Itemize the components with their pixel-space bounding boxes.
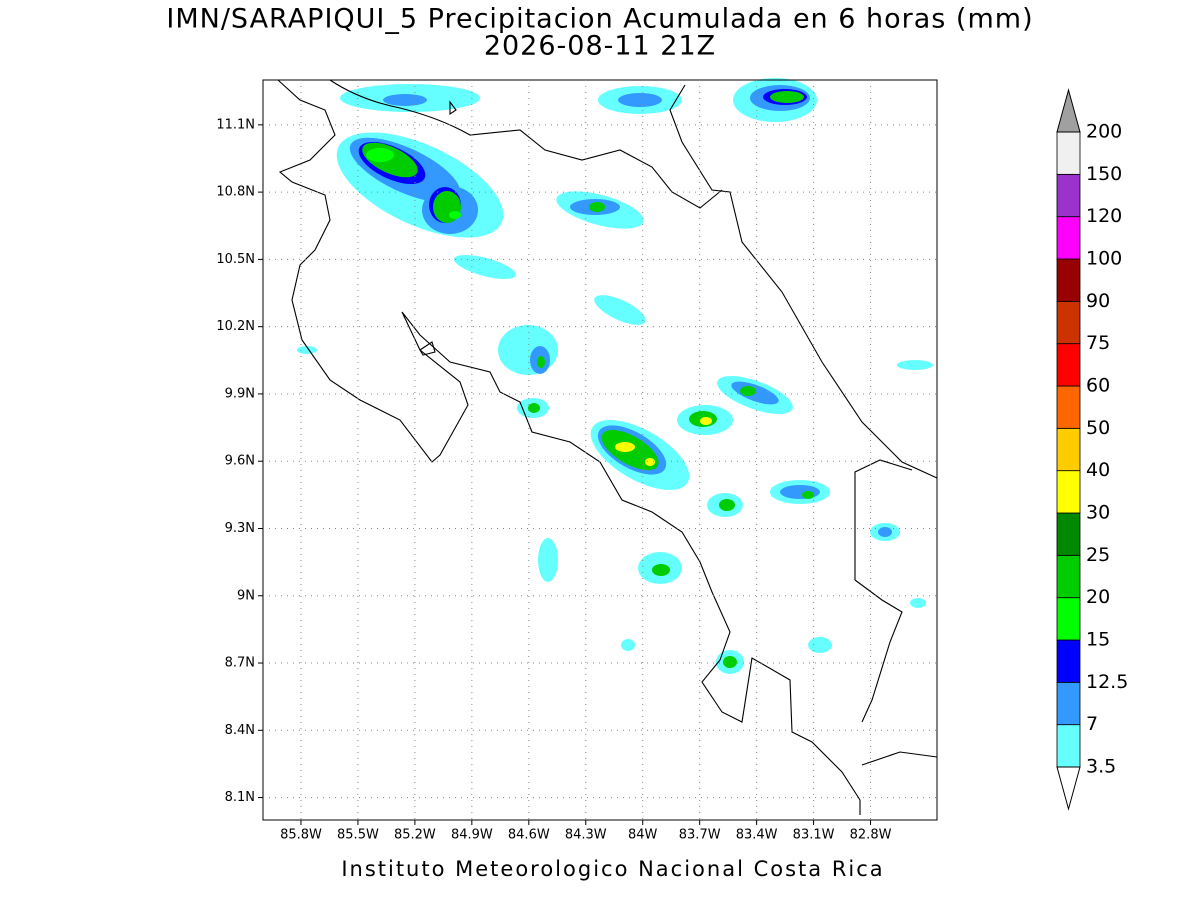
colorbar-label: 20: [1086, 586, 1110, 608]
colorbar-box: [1056, 173, 1081, 218]
colorbar-label: 100: [1086, 248, 1122, 270]
colorbar-box: [1056, 512, 1081, 556]
y-tick-label: 9.3N: [225, 521, 255, 536]
colorbar-box: [1056, 724, 1081, 768]
x-tick-label: 84W: [628, 828, 658, 843]
colorbar-box: [1056, 385, 1081, 429]
colorbar-label: 3.5: [1086, 756, 1116, 778]
y-tick-label: 8.7N: [225, 656, 255, 671]
x-tick-label: 85.2W: [394, 828, 436, 843]
y-tick-label: 8.1N: [225, 790, 255, 805]
colorbar-box: [1056, 343, 1081, 387]
colorbar-label: 15: [1086, 629, 1110, 651]
x-tick-label: 84.6W: [508, 828, 550, 843]
chart-subtitle: 2026-08-11 21Z: [484, 31, 716, 62]
colorbar-box: [1056, 300, 1081, 345]
y-tick-label: 11.1N: [216, 117, 255, 132]
y-tick-label: 10.2N: [216, 319, 255, 334]
colorbar-box: [1056, 554, 1081, 599]
x-tick-label: 85.8W: [280, 828, 322, 843]
x-tick-label: 84.3W: [565, 828, 607, 843]
x-tick-label: 85.5W: [337, 828, 379, 843]
colorbar-box: [1056, 639, 1081, 683]
colorbar-over: [1056, 88, 1081, 133]
y-tick-label: 9N: [237, 588, 255, 603]
y-tick-label: 8.4N: [225, 723, 255, 738]
colorbar-box: [1056, 470, 1081, 514]
y-tick-label: 10.5N: [216, 252, 255, 267]
colorbar-label: 7: [1086, 713, 1098, 735]
x-tick-label: 83.1W: [793, 828, 835, 843]
colorbar-label: 12.5: [1086, 671, 1128, 693]
precipitation: [297, 78, 933, 674]
y-tick-label: 10.8N: [216, 185, 255, 200]
colorbar-label: 30: [1086, 502, 1110, 524]
colorbar-label: 200: [1086, 121, 1122, 143]
x-tick-label: 84.9W: [451, 828, 493, 843]
colorbar-box: [1056, 427, 1081, 472]
colorbar-label: 50: [1086, 417, 1110, 439]
y-tick-label: 9.6N: [225, 454, 255, 469]
colorbar-label: 40: [1086, 459, 1110, 481]
x-tick-label: 83.4W: [736, 828, 778, 843]
colorbar-box: [1056, 258, 1081, 302]
colorbar-label: 120: [1086, 205, 1122, 227]
y-tick-label: 9.9N: [225, 386, 255, 401]
colorbar-box: [1056, 216, 1081, 260]
coastline: [277, 79, 938, 815]
colorbar-label: 150: [1086, 163, 1122, 185]
map-frame: [262, 79, 938, 821]
colorbar-label: 25: [1086, 544, 1110, 566]
colorbar-label: 60: [1086, 375, 1110, 397]
x-tick-label: 82.8W: [850, 828, 892, 843]
colorbar-box: [1056, 681, 1081, 726]
colorbar-box: [1056, 597, 1081, 641]
x-tick-label: 83.7W: [679, 828, 721, 843]
colorbar-under: [1056, 766, 1081, 811]
colorbar-label: 75: [1086, 332, 1110, 354]
colorbar-label: 90: [1086, 290, 1110, 312]
chart-title: IMN/SARAPIQUI_5 Precipitacion Acumulada …: [166, 4, 1033, 35]
colorbar-box: [1056, 131, 1081, 175]
footer: Instituto Meteorologico Nacional Costa R…: [341, 857, 884, 881]
